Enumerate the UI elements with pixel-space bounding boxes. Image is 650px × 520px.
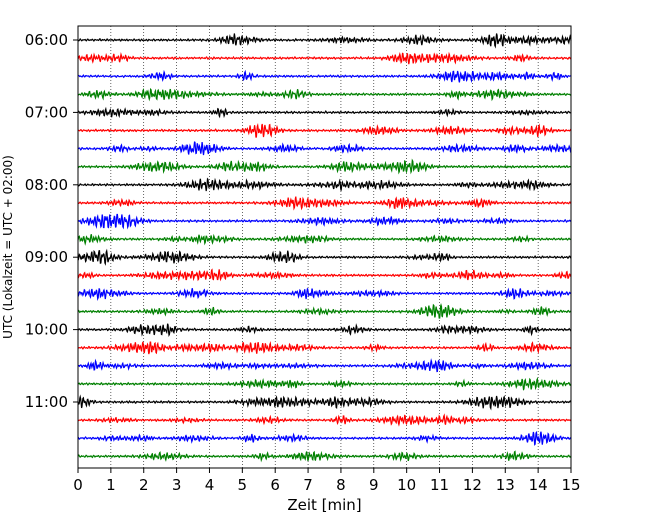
x-axis-label: Zeit [min] bbox=[287, 496, 361, 514]
plot-frame bbox=[77, 25, 572, 469]
trace-3 bbox=[77, 69, 572, 84]
x-tick-label-13: 13 bbox=[496, 476, 515, 494]
x-tick-label-8: 8 bbox=[336, 476, 346, 494]
trace-23 bbox=[77, 430, 572, 446]
trace-24 bbox=[77, 450, 572, 463]
trace-15 bbox=[77, 287, 572, 302]
x-tick-label-7: 7 bbox=[303, 476, 313, 494]
x-tick-label-0: 0 bbox=[73, 476, 83, 494]
trace-19 bbox=[78, 358, 572, 373]
x-tick-label-15: 15 bbox=[561, 476, 580, 494]
trace-12 bbox=[77, 233, 572, 246]
x-tick-label-11: 11 bbox=[430, 476, 449, 494]
y-tick-label-07:00: 07:00 bbox=[25, 103, 68, 121]
trace-21 bbox=[77, 394, 572, 411]
trace-4 bbox=[77, 87, 572, 102]
trace-22 bbox=[77, 413, 572, 427]
trace-16 bbox=[77, 303, 572, 319]
y-tick-label-11:00: 11:00 bbox=[25, 393, 68, 411]
trace-14 bbox=[77, 268, 572, 282]
y-tick-label-10:00: 10:00 bbox=[25, 321, 68, 339]
x-tick-label-5: 5 bbox=[238, 476, 248, 494]
x-tick-label-3: 3 bbox=[172, 476, 182, 494]
y-axis-ticks: 06:00 07:00 08:00 09:00 10:00 11:00 bbox=[25, 31, 78, 411]
trace-8 bbox=[77, 158, 572, 175]
trace-2 bbox=[77, 51, 572, 65]
seismic-traces bbox=[77, 33, 572, 463]
y-tick-label-09:00: 09:00 bbox=[25, 248, 68, 266]
trace-18 bbox=[78, 341, 572, 355]
trace-6 bbox=[77, 123, 572, 138]
x-tick-label-2: 2 bbox=[139, 476, 149, 494]
x-tick-label-12: 12 bbox=[463, 476, 482, 494]
trace-10 bbox=[77, 196, 572, 211]
x-axis-ticks: 0 1 2 3 4 5 6 7 8 9 10 11 12 13 14 15 bbox=[73, 468, 581, 494]
y-axis-label: UTC (Lokalzeit = UTC + 02:00) bbox=[1, 155, 15, 339]
trace-11 bbox=[77, 213, 572, 230]
trace-9 bbox=[77, 177, 572, 192]
x-tick-label-10: 10 bbox=[397, 476, 416, 494]
y-tick-label-06:00: 06:00 bbox=[25, 31, 68, 49]
x-tick-label-4: 4 bbox=[205, 476, 215, 494]
trace-17 bbox=[77, 323, 572, 337]
trace-13 bbox=[77, 248, 572, 266]
trace-20 bbox=[77, 376, 572, 391]
trace-7 bbox=[77, 141, 572, 156]
trace-1 bbox=[77, 33, 572, 49]
y-tick-label-08:00: 08:00 bbox=[25, 176, 68, 194]
x-tick-label-14: 14 bbox=[529, 476, 548, 494]
x-tick-label-9: 9 bbox=[369, 476, 379, 494]
x-tick-label-1: 1 bbox=[106, 476, 116, 494]
plot-background bbox=[78, 26, 571, 468]
trace-5 bbox=[77, 106, 572, 119]
x-tick-label-6: 6 bbox=[270, 476, 280, 494]
